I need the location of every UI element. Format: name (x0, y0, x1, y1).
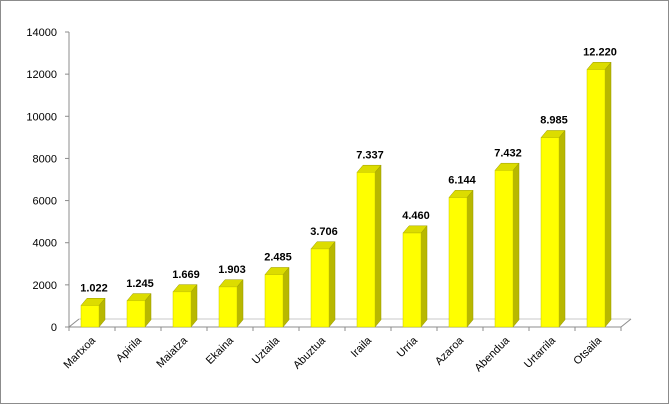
bar-abuztua (310, 241, 336, 328)
bar-otsaila (586, 61, 612, 328)
x-tick-label: Uztaila (250, 334, 283, 367)
bar-iraila (356, 164, 382, 328)
bar-front (540, 137, 560, 328)
data-label: 1.022 (80, 282, 108, 294)
bar-side (328, 241, 336, 328)
floor-left-edge (68, 318, 80, 328)
data-label: 1.245 (126, 278, 154, 290)
bar-front (448, 197, 468, 328)
bar-side (236, 279, 244, 328)
bar-urria (402, 225, 428, 328)
bar-front (586, 69, 606, 328)
bar-maiatza (172, 283, 198, 328)
x-tick-label: Otsaila (571, 334, 604, 367)
y-tick-label: 10000 (26, 111, 57, 123)
data-label: 7.432 (494, 147, 522, 159)
bar-side (466, 189, 474, 328)
data-label: 4.460 (402, 210, 430, 222)
x-tick-label: Abuztua (291, 334, 329, 372)
data-label: 3.706 (310, 226, 338, 238)
y-tick-label: 0 (51, 322, 57, 334)
floor-right-edge (620, 318, 632, 328)
bar-front (494, 170, 514, 328)
bar-ekaina (218, 279, 244, 328)
bar-martxoa (80, 297, 106, 328)
y-tick-label: 4000 (33, 238, 57, 250)
bar-side (374, 164, 382, 328)
bar-front (172, 291, 192, 328)
bar-front (80, 305, 100, 328)
bar-abendua (494, 162, 520, 328)
bar-front (310, 248, 330, 328)
x-tick-label: Apirila (114, 334, 145, 365)
x-tick-label: Iraila (349, 334, 375, 360)
bar-side (558, 129, 566, 328)
y-tick-label: 8000 (33, 153, 57, 165)
x-tick-label: Abendua (472, 334, 512, 374)
x-tick-label: Azaroa (433, 334, 467, 368)
x-tick-label: Maiatza (154, 334, 190, 370)
x-tick-label: Urria (395, 334, 421, 360)
bar-side (512, 162, 520, 328)
bar-side (420, 225, 428, 328)
data-label: 6.144 (448, 175, 476, 187)
bar-urtarrila (540, 129, 566, 328)
bar-side (282, 266, 290, 328)
bar-front (356, 172, 376, 328)
data-label: 7.337 (356, 149, 384, 161)
x-tick-label: Martxoa (62, 334, 99, 371)
data-label: 2.485 (264, 252, 292, 264)
data-label: 12.220 (583, 47, 617, 59)
bar-front (264, 274, 284, 328)
bar-front (218, 286, 238, 328)
bar-apirila (126, 292, 152, 328)
bar-azaroa (448, 189, 474, 328)
y-tick-label: 12000 (26, 69, 57, 81)
data-label: 1.903 (218, 264, 246, 276)
bar-front (126, 300, 146, 328)
x-tick-label: Ekaina (204, 334, 237, 367)
bar-front (402, 232, 422, 328)
bar-side (604, 61, 612, 328)
y-tick-label: 2000 (33, 280, 57, 292)
data-label: 1.669 (172, 269, 200, 281)
data-label: 8.985 (540, 115, 568, 127)
y-tick-label: 14000 (26, 27, 57, 39)
y-tick-label: 6000 (33, 196, 57, 208)
bar-uztaila (264, 266, 290, 328)
x-tick-label: Urtarrila (522, 334, 559, 371)
